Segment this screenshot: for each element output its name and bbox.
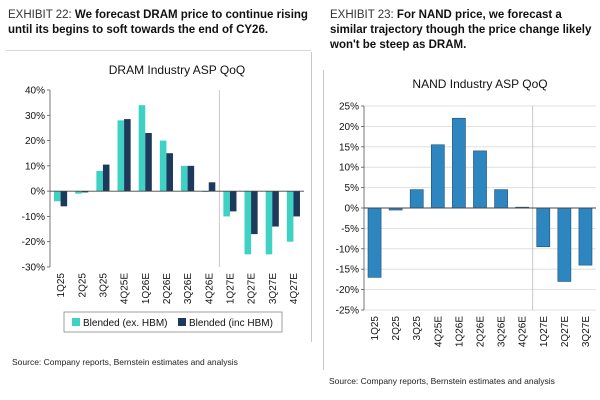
bar-nand-asp-qoq-3q27e <box>578 207 593 266</box>
x-tick-label: 2Q27E <box>560 316 571 347</box>
bar-blended-inc-hbm--4q27e <box>293 191 300 217</box>
y-tick-label: -25% <box>336 306 359 317</box>
bar-nand-asp-qoq-2q26e <box>473 150 487 209</box>
x-tick-label: 4Q26E <box>204 273 215 304</box>
x-tick-label: 2Q25 <box>391 316 402 341</box>
exhibit-23-caption: EXHIBIT 23: For NAND price, we forecast … <box>330 8 598 53</box>
bar-blended-ex-hbm--1q26e <box>138 105 146 192</box>
bar-blended-inc-hbm--2q25 <box>81 191 89 193</box>
bar-nand-asp-qoq-2q27e <box>557 207 572 282</box>
bar-nand-asp-qoq-1q25 <box>367 207 382 278</box>
x-tick-label: 1Q25 <box>370 316 381 341</box>
nand-chart: NAND Industry ASP QoQ -25% -20% -15% -10% -5%… <box>336 77 596 347</box>
y-tick-label: -20% <box>336 285 359 296</box>
y-tick-label: -20% <box>22 237 45 248</box>
exhibit-22-caption: EXHIBIT 22: We forecast DRAM price to co… <box>8 8 308 38</box>
x-tick-label: 3Q26E <box>183 273 194 304</box>
chart-legend: Blended (ex. HBM) Blended (inc HBM) <box>63 311 283 333</box>
bar-nand-asp-qoq-1q27e <box>536 207 551 248</box>
bar-blended-ex-hbm--1q25 <box>54 191 61 202</box>
y-tick-label: 20% <box>25 136 45 147</box>
legend-box <box>63 311 283 333</box>
y-tick-label: 30% <box>25 111 45 122</box>
x-tick-label: 4Q27E <box>289 273 300 304</box>
legend-label-ex-hbm: Blended (ex. HBM) <box>83 318 167 329</box>
y-tick-label: 10% <box>339 163 359 174</box>
legend-swatch-inc-hbm <box>178 318 186 326</box>
bar-blended-inc-hbm--2q27e <box>251 191 258 235</box>
bar-nand-asp-qoq-3q26e <box>494 189 508 209</box>
x-tick-label: 1Q25 <box>56 273 67 298</box>
exhibit-23-label: EXHIBIT 23: <box>330 9 394 21</box>
exhibit-22-label: EXHIBIT 22: <box>8 9 72 21</box>
x-tick-label: 1Q26E <box>454 316 465 347</box>
exhibit-22-text: We forecast DRAM price to continue risin… <box>8 9 308 36</box>
nand-source-note: Source: Company reports, Bernstein estim… <box>329 376 555 386</box>
y-tick-label: 25% <box>339 102 359 113</box>
nand-chart-panel: NAND Industry ASP QoQ -25% -20% -15% -10% -5%… <box>323 70 600 370</box>
dram-chart: DRAM Industry ASP QoQ -30% -20% -10% 0% 10% 20… <box>22 63 304 333</box>
x-tick-label: 3Q27E <box>268 273 279 304</box>
bar-blended-inc-hbm--1q25 <box>60 191 68 207</box>
y-tick-label: 0% <box>345 204 360 215</box>
bar-blended-ex-hbm--2q25 <box>75 191 82 194</box>
y-tick-label: -30% <box>22 263 45 274</box>
y-tick-label: -10% <box>336 244 359 255</box>
bar-blended-inc-hbm--1q26e <box>145 132 152 192</box>
x-tick-label: 2Q26E <box>162 273 173 304</box>
y-tick-label: 5% <box>345 183 360 194</box>
bar-blended-inc-hbm--3q26e <box>187 165 195 192</box>
x-tick-label: 2Q27E <box>247 273 258 304</box>
exhibit-23-text: For NAND price, we forecast a similar tr… <box>330 9 592 51</box>
bar-blended-inc-hbm--3q25 <box>102 164 110 192</box>
y-tick-label: 0% <box>31 187 46 198</box>
bar-blended-ex-hbm--3q25 <box>96 170 103 192</box>
x-tick-label: 2Q25 <box>77 273 88 298</box>
y-tick-label: 20% <box>339 122 359 133</box>
bar-blended-ex-hbm--4q27e <box>286 191 294 242</box>
bar-blended-ex-hbm--4q25e <box>117 120 125 192</box>
x-tick-label: 4Q26E <box>518 316 529 347</box>
bar-blended-inc-hbm--3q27e <box>272 191 279 227</box>
chart-title: DRAM Industry ASP QoQ <box>109 63 246 77</box>
dram-source-note: Source: Company reports, Bernstein estim… <box>12 357 238 367</box>
legend-swatch-ex-hbm <box>72 318 80 326</box>
y-tick-label: 15% <box>339 142 359 153</box>
bar-blended-inc-hbm--4q26e <box>208 182 216 192</box>
y-tick-label: -5% <box>341 224 359 235</box>
x-tick-label: 4Q25E <box>120 273 131 304</box>
top-divider <box>6 50 311 51</box>
bar-blended-ex-hbm--1q27e <box>223 191 230 217</box>
x-tick-label: 4Q25E <box>433 316 444 347</box>
y-tick-label: -10% <box>22 212 45 223</box>
bar-blended-inc-hbm--1q27e <box>229 191 237 212</box>
bar-blended-ex-hbm--3q27e <box>265 191 273 255</box>
x-tick-label: 1Q26E <box>141 273 152 304</box>
x-tick-label: 1Q27E <box>225 273 236 304</box>
bar-nand-asp-qoq-1q26e <box>452 117 466 209</box>
bar-nand-asp-qoq-3q25 <box>409 189 424 209</box>
bar-blended-ex-hbm--3q26e <box>181 165 188 192</box>
bar-blended-ex-hbm--2q27e <box>244 191 252 255</box>
y-tick-label: 10% <box>25 161 45 172</box>
x-tick-label: 3Q25 <box>412 316 423 341</box>
x-tick-label: 3Q26E <box>497 316 508 347</box>
dram-chart-panel: DRAM Industry ASP QoQ -30% -20% -10% 0% 10% 20… <box>6 52 312 342</box>
chart-title: NAND Industry ASP QoQ <box>412 77 547 91</box>
bar-nand-asp-qoq-4q25e <box>430 144 445 209</box>
bar-blended-inc-hbm--2q26e <box>166 153 173 192</box>
x-tick-label: 3Q25 <box>98 273 109 298</box>
y-tick-label: 40% <box>25 86 45 97</box>
x-tick-label: 2Q26E <box>476 316 487 347</box>
bar-blended-inc-hbm--4q25e <box>124 119 131 192</box>
legend-label-inc-hbm: Blended (inc HBM) <box>189 318 273 329</box>
x-tick-label: 3Q27E <box>581 316 592 347</box>
x-tick-label: 1Q27E <box>539 316 550 347</box>
bar-blended-ex-hbm--2q26e <box>159 140 167 192</box>
y-tick-label: -15% <box>336 265 359 276</box>
